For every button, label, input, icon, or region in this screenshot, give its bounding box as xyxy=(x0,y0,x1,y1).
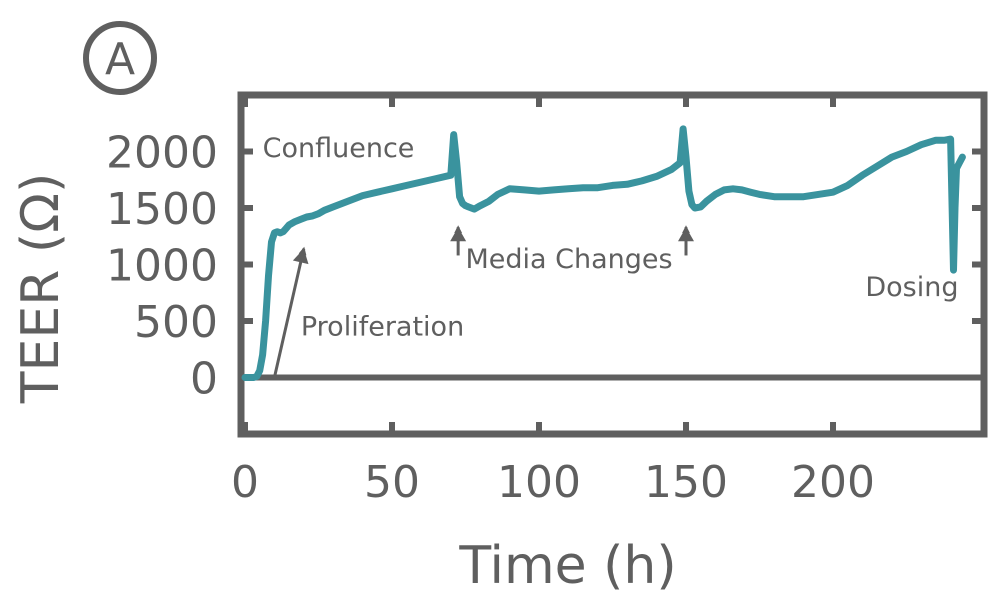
y-tick-label: 1500 xyxy=(106,184,218,235)
teer-series-line xyxy=(241,125,966,381)
annotation-dosing: Dosing xyxy=(865,272,958,303)
annotation-arrow-proliferation xyxy=(272,246,307,378)
x-tick-label: 200 xyxy=(791,457,875,508)
annotations: Confluence Proliferation Media Changes Dosi… xyxy=(263,133,958,378)
panel-label: A xyxy=(83,21,157,95)
x-axis-title: Time (h) xyxy=(458,536,676,596)
panel-label-letter: A xyxy=(105,34,135,85)
panel-label-circle xyxy=(83,21,157,95)
y-tick-label: 0 xyxy=(190,354,218,405)
annotation-arrow-proliferation-head xyxy=(292,248,309,265)
x-axis-ticks xyxy=(242,95,836,434)
annotation-arrow-media-changes-1-head xyxy=(450,227,467,242)
x-tick-label: 100 xyxy=(497,457,581,508)
x-tick-label: 50 xyxy=(364,457,420,508)
x-tick-label: 150 xyxy=(644,457,728,508)
x-tick-label: 0 xyxy=(231,457,259,508)
y-axis-title: TEER (Ω) xyxy=(11,173,71,404)
y-tick-label: 1000 xyxy=(106,241,218,292)
annotation-proliferation: Proliferation xyxy=(301,312,464,343)
annotation-arrow-media-changes-2-head xyxy=(678,227,694,242)
y-tick-label: 2000 xyxy=(106,128,218,179)
x-axis-tick-labels: 0 50 100 150 200 xyxy=(231,457,875,508)
annotation-media-changes: Media Changes xyxy=(466,244,673,275)
annotation-confluence: Confluence xyxy=(263,133,415,164)
y-tick-label: 500 xyxy=(134,297,218,348)
